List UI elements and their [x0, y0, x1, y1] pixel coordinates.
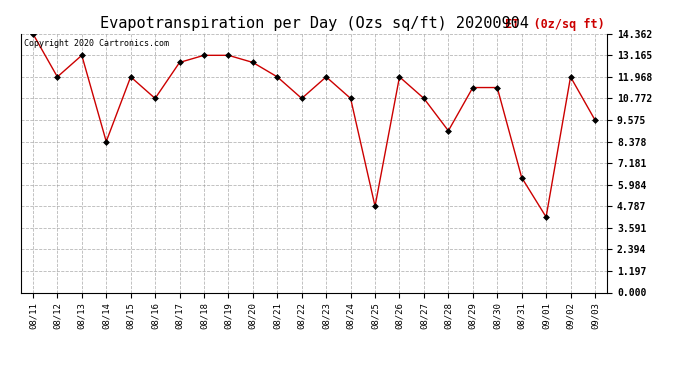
Text: Copyright 2020 Cartronics.com: Copyright 2020 Cartronics.com [23, 39, 168, 48]
Title: Evapotranspiration per Day (Ozs sq/ft) 20200904: Evapotranspiration per Day (Ozs sq/ft) 2… [99, 16, 529, 31]
Text: ET  (0z/sq ft): ET (0z/sq ft) [504, 18, 604, 31]
